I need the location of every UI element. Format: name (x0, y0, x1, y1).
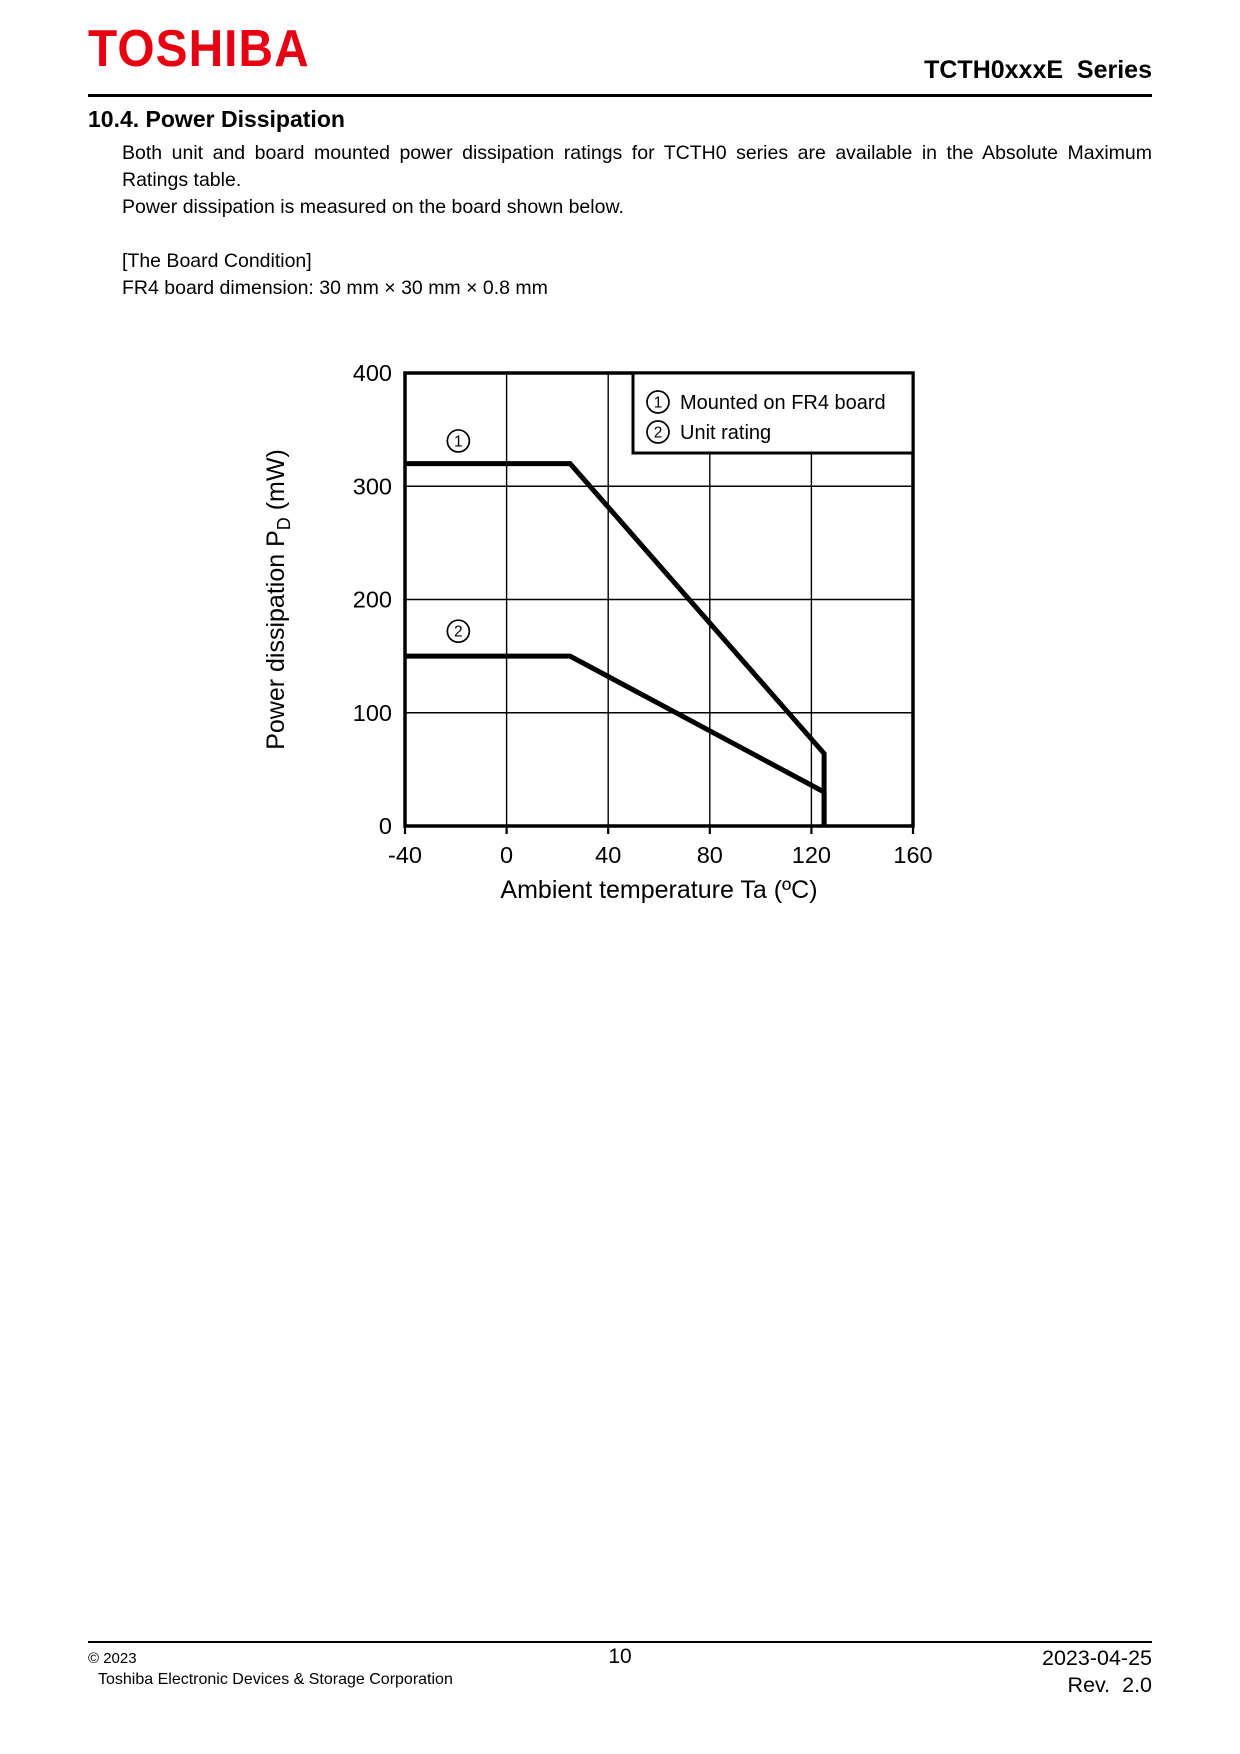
body-paragraph-1: Both unit and board mounted power dissip… (122, 142, 1152, 191)
footer-copyright-block: © 2023 Toshiba Electronic Devices & Stor… (88, 1648, 453, 1690)
legend-label-2: Unit rating (680, 422, 771, 444)
y-tick-label: 300 (353, 473, 392, 499)
y-tick-label: 400 (353, 360, 392, 386)
company-name: Toshiba Electronic Devices & Storage Cor… (98, 1671, 453, 1688)
document-date: 2023-04-25 (1042, 1646, 1152, 1670)
curve-2 (405, 653, 827, 826)
x-tick-label: 160 (893, 842, 932, 868)
curve-1 (405, 461, 827, 826)
x-tick-label: 0 (500, 842, 513, 868)
series-title: TCTH0xxxE Series (924, 56, 1152, 84)
legend-marker-1-circle (646, 390, 670, 414)
legend-marker-1-number: 1 (654, 395, 663, 412)
legend-marker-2-number: 2 (654, 425, 663, 442)
x-tick-label: 40 (595, 842, 621, 868)
x-axis-title: Ambient temperature Ta (ºC) (500, 876, 817, 904)
power-dissipation-chart: -40 0 40 80 120 160 0 100 200 300 400 1 2 1 Mounted on… (250, 328, 950, 918)
curve-marker-1-circle (446, 429, 471, 453)
y-axis-title: Power dissipation PD (mW) (262, 449, 294, 750)
toshiba-logo: TOSHIBA (88, 19, 310, 78)
x-tick-label: 120 (792, 842, 831, 868)
copyright-year: © 2023 (88, 1650, 137, 1667)
y-tick-label: 0 (379, 813, 392, 839)
legend-box (631, 371, 915, 455)
header-rule (88, 94, 1152, 97)
board-condition-text: FR4 board dimension: 30 mm × 30 mm × 0.8… (122, 277, 548, 299)
legend-marker-1: 1 (646, 390, 670, 414)
legend-label-1: Mounted on FR4 board (680, 392, 886, 414)
page-number: 10 (608, 1645, 632, 1668)
curve-marker-1: 1 (446, 429, 471, 453)
document-revision: Rev. 2.0 (1067, 1673, 1152, 1697)
y-axis-title-sub: D (274, 517, 294, 530)
legend-marker-2-circle (646, 420, 670, 444)
section-content: 10.4. Power Dissipation Both unit and bo… (88, 106, 1152, 302)
board-condition-heading: [The Board Condition] (122, 250, 312, 272)
curve-marker-2-number: 2 (454, 624, 463, 641)
legend-marker-2: 2 (646, 420, 670, 444)
curve-marker-1-number: 1 (454, 433, 463, 450)
section-heading: 10.4. Power Dissipation (88, 106, 345, 132)
power-dissipation-chart-svg: -40 0 40 80 120 160 0 100 200 300 400 1 2 1 Mounted on… (262, 360, 933, 904)
x-tick-label: -40 (388, 842, 422, 868)
y-tick-label: 100 (353, 700, 392, 726)
body-paragraph-2: Power dissipation is measured on the boa… (122, 196, 624, 218)
y-axis-title-pre: Power dissipation P (262, 530, 290, 750)
footer-rule (88, 1641, 1152, 1643)
curve-marker-2-circle (446, 619, 471, 644)
y-tick-label: 200 (353, 587, 392, 613)
y-axis-title-post: (mW) (262, 449, 290, 517)
curve-marker-2: 2 (446, 619, 471, 644)
footer-revision-block: 2023-04-25 Rev. 2.0 (1042, 1645, 1152, 1699)
x-tick-label: 80 (697, 842, 723, 868)
